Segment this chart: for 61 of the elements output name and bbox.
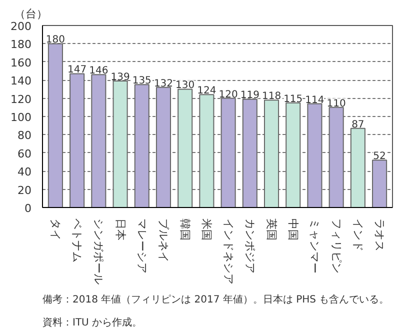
text: 備考：2018 年値（フィリピンは 2017 年値）。日本は PHS も含んでいる。: [42, 294, 390, 306]
text: 資料：ITU から作成。: [42, 316, 142, 328]
bar: [242, 98, 258, 208]
data-label: 130: [176, 80, 195, 92]
bar: [264, 100, 280, 208]
bar: [307, 103, 322, 208]
x-tick-label: ベトナム: [70, 218, 84, 262]
x-tick-label: 中国: [286, 218, 300, 240]
y-tick-label: 0: [24, 202, 32, 215]
y-tick-label: 20: [18, 184, 32, 197]
bar: [220, 98, 236, 208]
data-label: 124: [197, 86, 216, 97]
bar: [199, 94, 214, 208]
x-tick-label: シンガポール: [92, 218, 106, 284]
y-axis-title: （台）: [14, 8, 48, 20]
bar: [156, 86, 172, 208]
data-label: 114: [305, 94, 324, 106]
bar: [112, 80, 128, 208]
x-tick-label: ラオス: [373, 218, 386, 252]
x-tick-label: カンボジア: [243, 218, 256, 274]
y-tick-label: 40: [18, 166, 32, 179]
data-label: 135: [132, 76, 152, 87]
bar: [350, 128, 366, 208]
bar: [178, 88, 193, 208]
x-tick-label: 日本: [114, 218, 127, 240]
y-tick-label: 100: [10, 111, 32, 124]
data-label: 132: [154, 78, 174, 90]
y-tick-label: 180: [10, 38, 32, 52]
y-tick-label: 140: [10, 74, 32, 88]
x-tick-label: タイ: [48, 218, 62, 240]
data-label: 180: [46, 34, 66, 46]
bar: [70, 73, 85, 208]
data-label: 118: [262, 91, 282, 102]
bar: [286, 102, 301, 208]
x-tick-label: ブルネイ: [156, 218, 170, 262]
y-tick-label: 200: [10, 20, 32, 33]
data-label: 110: [326, 98, 346, 110]
x-tick-label: インド: [351, 218, 364, 252]
y-tick-label: 120: [10, 92, 32, 106]
data-label: 115: [284, 94, 303, 105]
data-label: 147: [68, 64, 87, 76]
bar: [91, 74, 106, 208]
y-tick-label: 60: [18, 147, 32, 160]
x-tick-label: フィリピン: [330, 218, 343, 274]
data-label: 146: [89, 66, 108, 77]
x-tick-label: 米国: [200, 218, 214, 240]
y-tick-label: 160: [10, 56, 32, 70]
data-label: 87: [352, 119, 364, 130]
data-label: 120: [218, 89, 238, 100]
data-label: 119: [240, 90, 260, 102]
y-tick-label: 80: [18, 129, 32, 142]
bar: [134, 84, 150, 208]
x-tick-label: 韓国: [178, 218, 192, 240]
x-tick-label: インドネシア: [222, 218, 235, 284]
x-tick-label: 英国: [265, 218, 278, 240]
x-tick-label: ミャンマー: [308, 218, 322, 274]
data-label: 52: [373, 151, 386, 162]
bar: [372, 160, 388, 208]
bar: [328, 106, 344, 208]
bar: [48, 43, 63, 208]
x-tick-label: マレーシア: [135, 218, 148, 274]
